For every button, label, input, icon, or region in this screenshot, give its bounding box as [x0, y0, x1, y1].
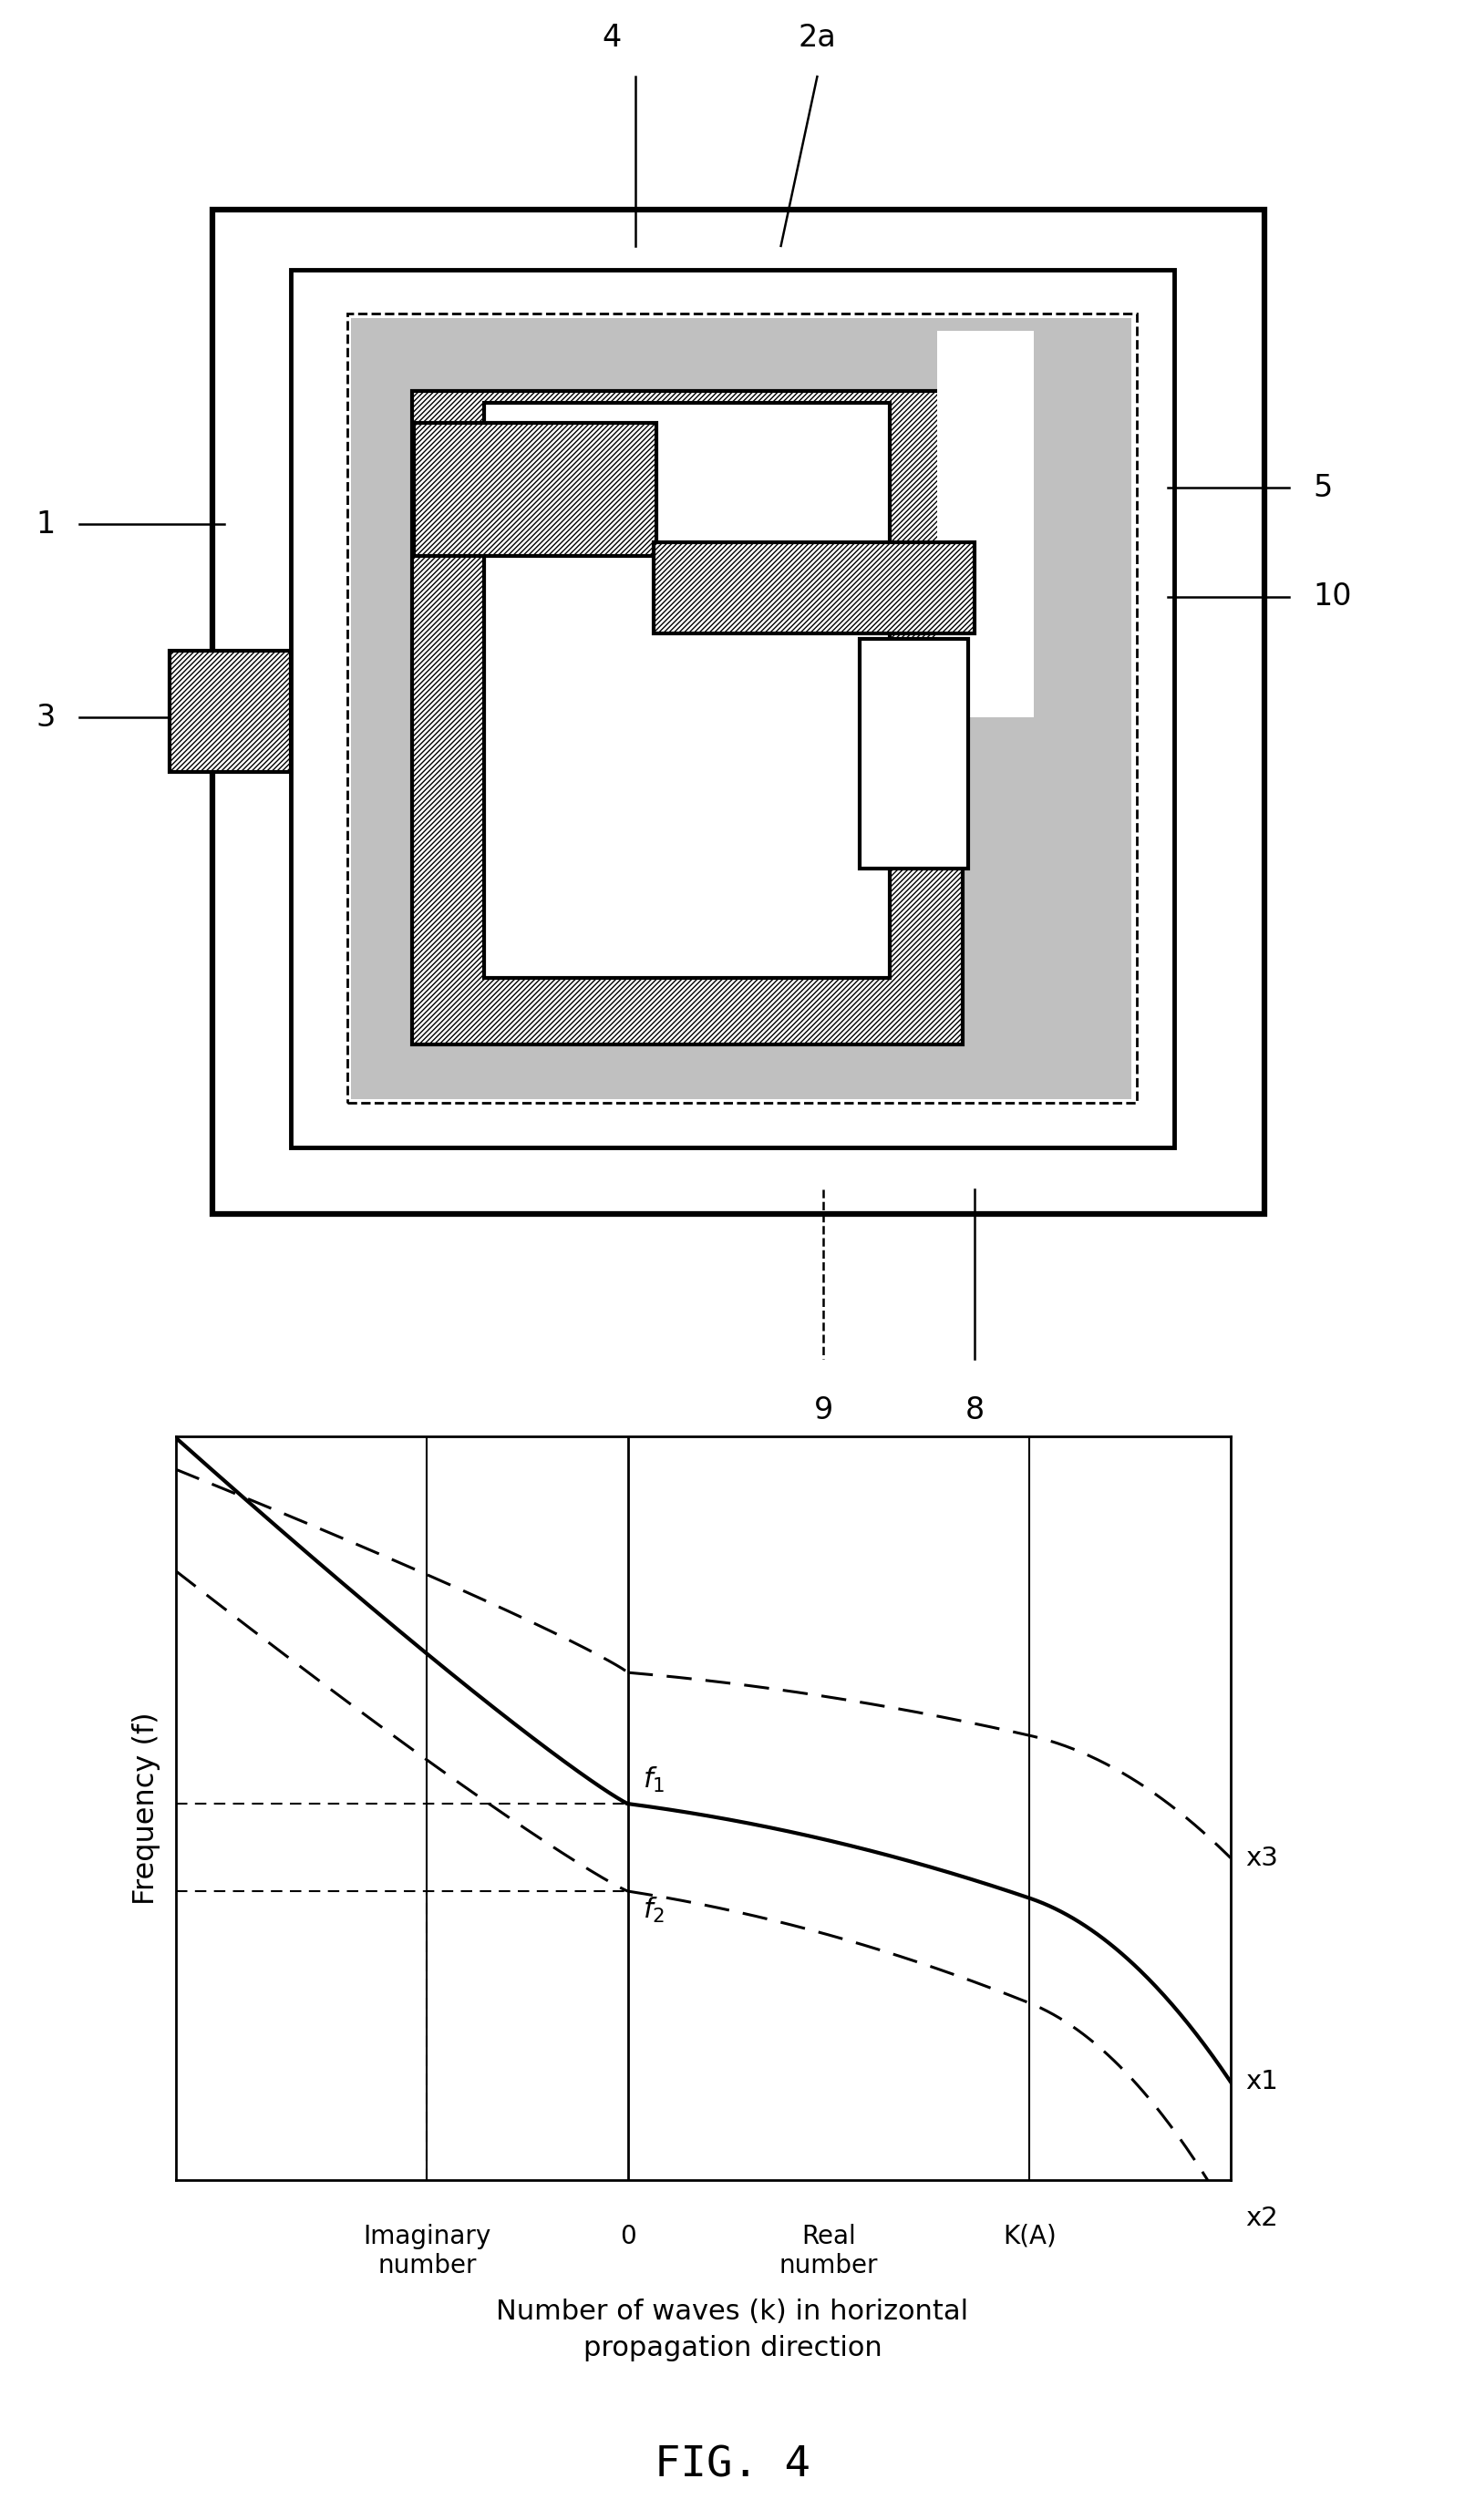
Text: FIG. 4: FIG. 4	[655, 2444, 810, 2485]
Text: 10: 10	[1313, 582, 1352, 612]
Text: FIG. 3: FIG. 3	[655, 1492, 810, 1532]
Bar	[653, 542, 974, 633]
Bar	[938, 330, 1034, 718]
Text: 4: 4	[602, 23, 621, 53]
Text: 5: 5	[1313, 474, 1333, 504]
Text: $f_2$: $f_2$	[643, 1895, 665, 1925]
Text: K(A): K(A)	[1004, 2223, 1056, 2248]
Bar	[415, 423, 656, 554]
Text: 9: 9	[813, 1396, 834, 1426]
Bar	[412, 391, 963, 1043]
Text: x3: x3	[1245, 1845, 1279, 1870]
Bar	[292, 270, 1173, 1147]
Text: Number of waves (k) in horizontal
propagation direction: Number of waves (k) in horizontal propag…	[497, 2298, 968, 2361]
Text: 8: 8	[965, 1396, 984, 1426]
Text: 0: 0	[620, 2223, 636, 2248]
Bar	[212, 209, 1264, 1215]
Text: x1: x1	[1245, 2069, 1279, 2094]
Text: 3: 3	[35, 703, 56, 733]
Text: 1: 1	[35, 509, 56, 539]
Bar	[485, 403, 889, 978]
Y-axis label: Frequency (f): Frequency (f)	[132, 1711, 161, 1905]
Text: Imaginary
number: Imaginary number	[363, 2223, 491, 2278]
Bar	[170, 650, 292, 771]
Text: x2: x2	[1245, 2205, 1279, 2230]
Bar	[860, 640, 968, 869]
Text: Real
number: Real number	[779, 2223, 878, 2278]
Text: $f_1$: $f_1$	[643, 1767, 665, 1794]
Text: 2a: 2a	[798, 23, 837, 53]
Bar	[347, 312, 1137, 1101]
Bar	[352, 318, 1132, 1099]
